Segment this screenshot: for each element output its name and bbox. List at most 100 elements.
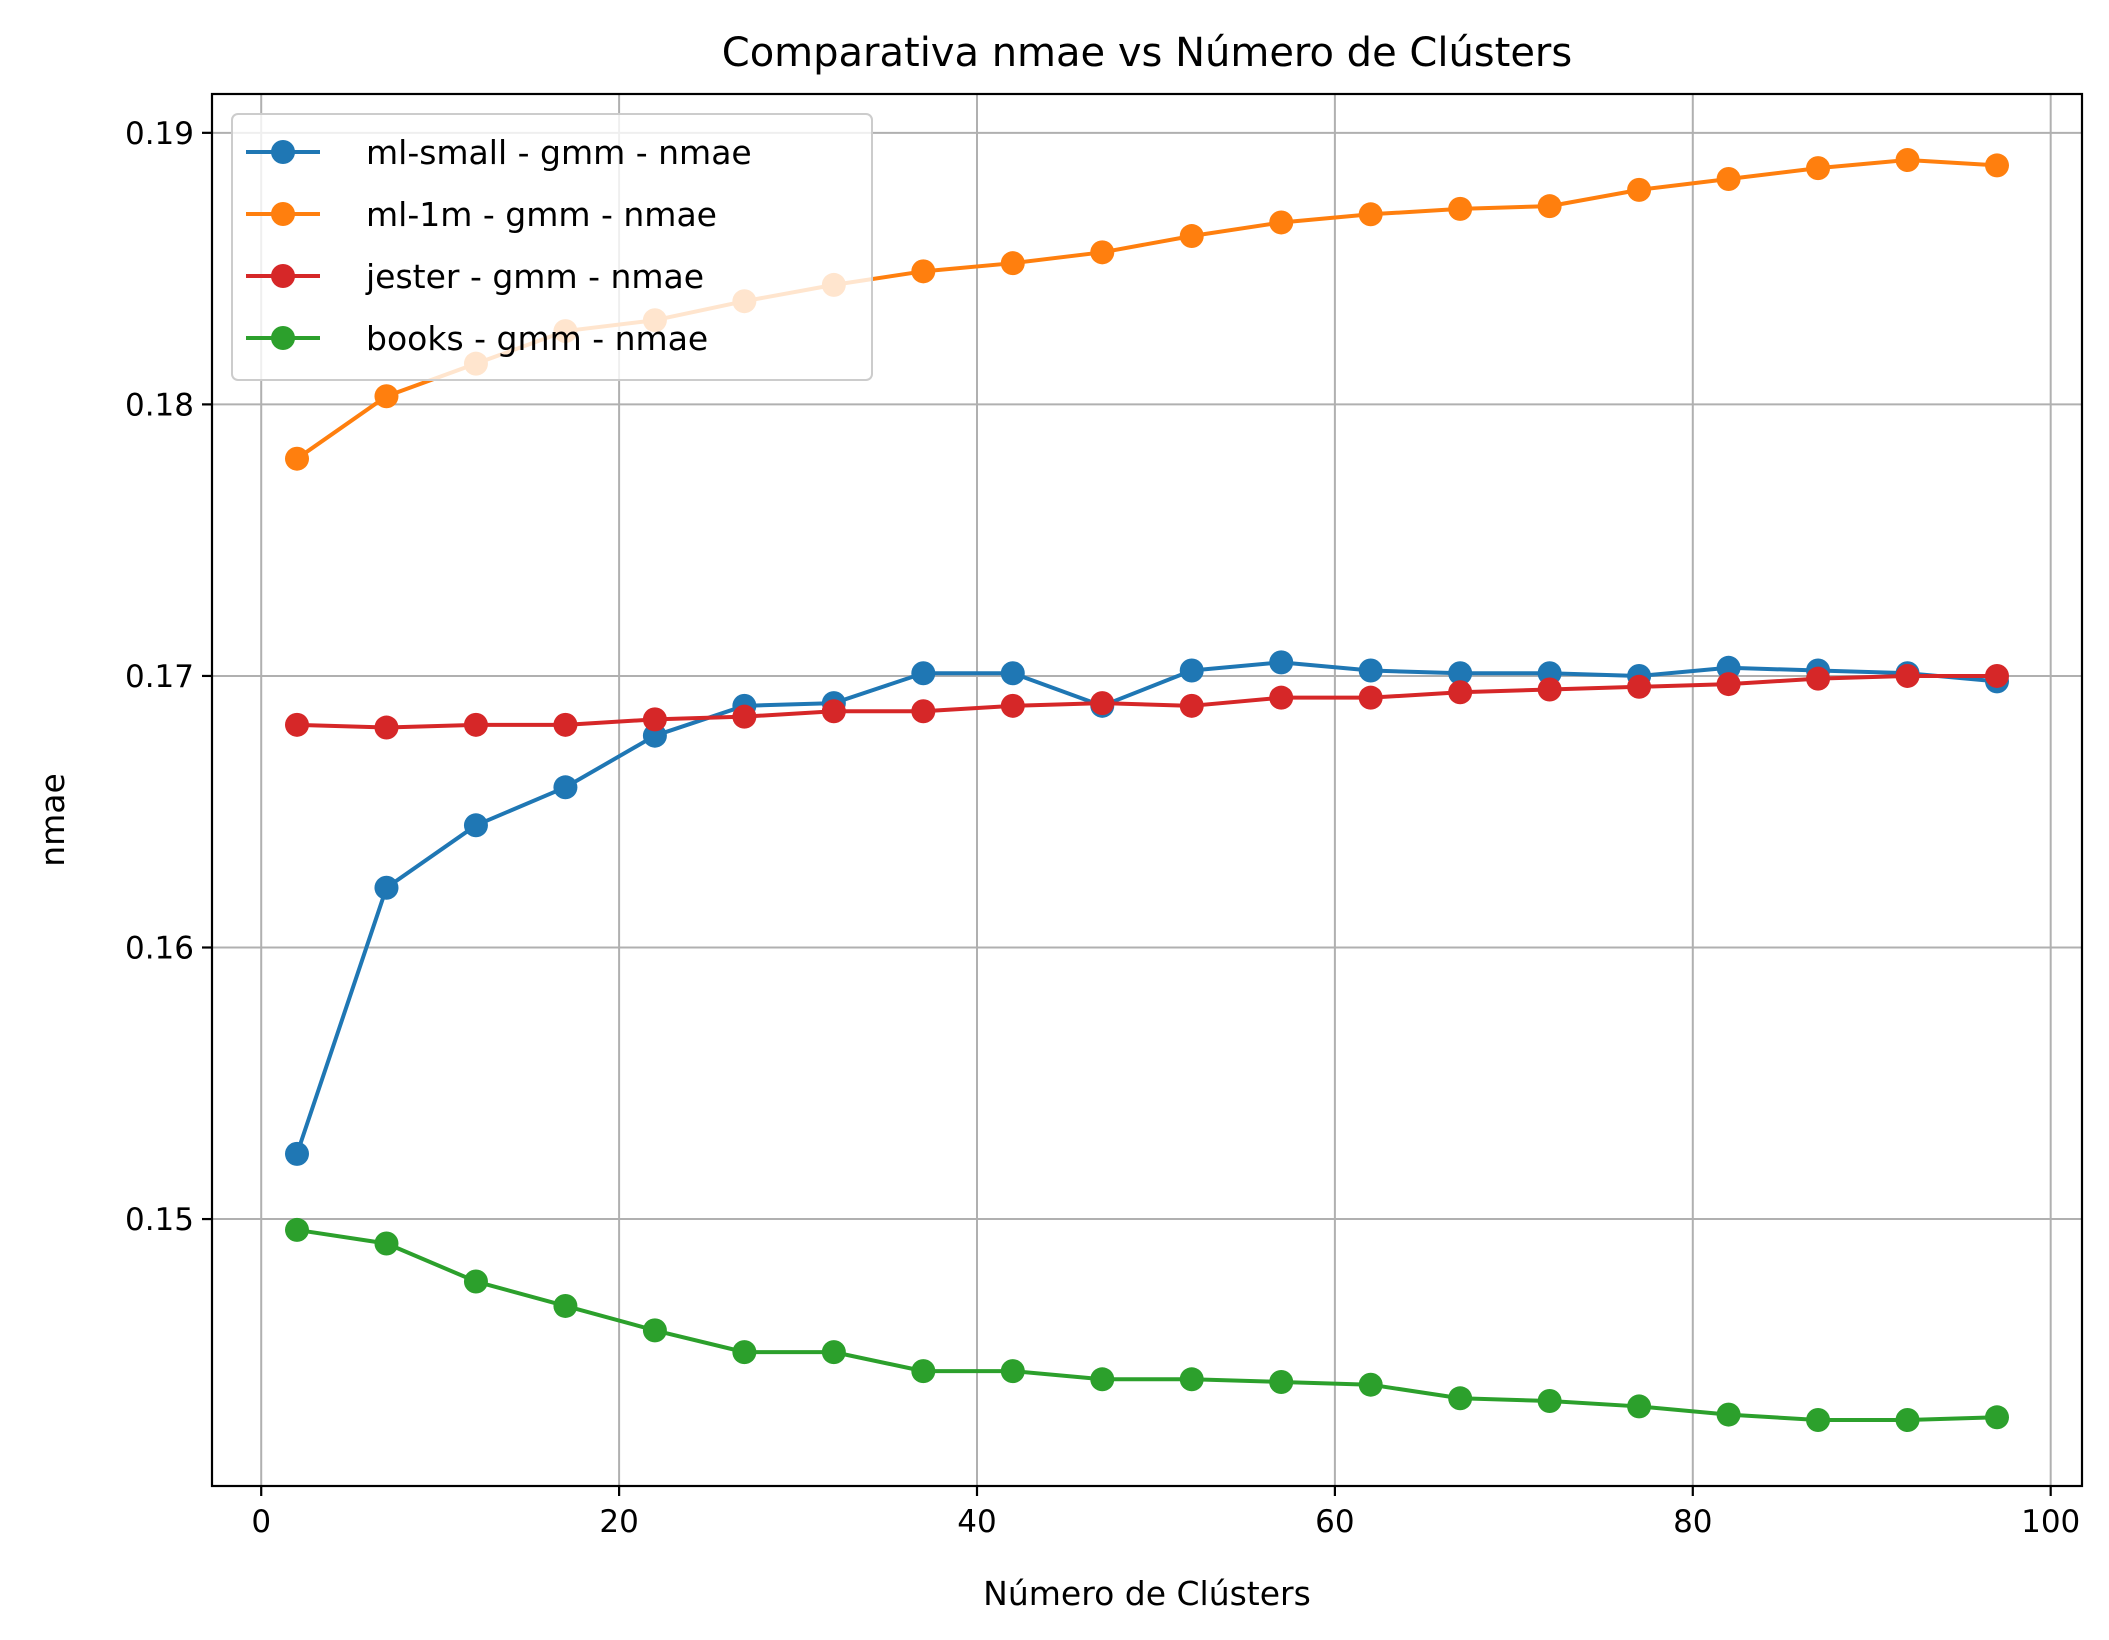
data-point xyxy=(642,1318,667,1343)
y-axis-label: nmae xyxy=(33,773,72,867)
data-point xyxy=(1806,1408,1831,1433)
x-tick-label: 100 xyxy=(2021,1504,2080,1540)
data-point xyxy=(1716,1402,1741,1427)
legend-label: jester - gmm - nmae xyxy=(365,257,704,296)
data-point xyxy=(1179,693,1204,718)
legend-label: books - gmm - nmae xyxy=(366,319,708,358)
data-point xyxy=(1269,650,1294,675)
data-point xyxy=(642,707,667,732)
data-point xyxy=(1627,674,1652,699)
x-tick-label: 40 xyxy=(957,1504,996,1540)
chart-title: Comparativa nmae vs Número de Clústers xyxy=(722,30,1572,76)
legend-box xyxy=(231,113,873,381)
plot-frame xyxy=(210,92,2084,1488)
y-tick-label: 0.16 xyxy=(125,931,194,967)
data-point xyxy=(553,1293,578,1318)
y-tick-label: 0.17 xyxy=(125,659,194,695)
legend-label: ml-1m - gmm - nmae xyxy=(366,195,717,234)
data-point xyxy=(374,875,399,900)
x-tick-label: 20 xyxy=(599,1504,638,1540)
data-point xyxy=(732,704,757,729)
data-point xyxy=(1358,202,1383,227)
data-point xyxy=(1985,1405,2009,1430)
data-point xyxy=(553,775,578,800)
data-point xyxy=(285,712,309,737)
y-tick-label: 0.19 xyxy=(125,116,194,152)
data-point xyxy=(1985,663,2009,688)
legend-marker xyxy=(271,202,295,226)
legend: ml-small - gmm - nmae ml-1m - gmm - nmae j… xyxy=(231,113,873,381)
x-axis-label: Número de Clústers xyxy=(983,1574,1311,1613)
data-point xyxy=(463,712,488,737)
x-tick-label: 80 xyxy=(1673,1504,1712,1540)
data-point xyxy=(1537,677,1562,702)
data-point xyxy=(1448,196,1473,221)
series-line xyxy=(295,660,1998,1155)
data-point xyxy=(1448,680,1473,705)
data-point xyxy=(1448,1386,1473,1411)
y-tick-label: 0.18 xyxy=(125,387,194,423)
grid xyxy=(212,94,2082,1486)
data-point xyxy=(1806,666,1831,691)
data-point xyxy=(1448,661,1473,686)
data-point xyxy=(1000,693,1025,718)
data-point xyxy=(1627,1394,1652,1419)
series-line xyxy=(296,673,1997,730)
data-point xyxy=(1985,153,2009,178)
data-point xyxy=(1000,661,1025,686)
series-3 xyxy=(285,1217,2009,1433)
data-point xyxy=(1179,1367,1204,1392)
data-point xyxy=(1000,1359,1025,1384)
legend-item: ml-small - gmm - nmae xyxy=(246,133,752,172)
data-point xyxy=(553,712,578,737)
data-point xyxy=(374,715,399,740)
data-point xyxy=(1358,685,1383,710)
data-point xyxy=(911,259,936,284)
data-point xyxy=(1716,672,1741,697)
series-line xyxy=(296,1227,1998,1423)
data-point xyxy=(1358,658,1383,683)
data-point xyxy=(1627,177,1652,202)
x-tick-label: 0 xyxy=(251,1504,271,1540)
legend-marker xyxy=(271,264,295,288)
y-axis: 0.15 0.16 0.17 0.18 0.19 xyxy=(125,116,212,1238)
data-point xyxy=(821,1340,846,1365)
data-point xyxy=(463,1269,488,1294)
data-point xyxy=(1090,1367,1115,1392)
data-point xyxy=(463,813,488,838)
data-point xyxy=(1358,1372,1383,1397)
x-axis: 0 20 40 60 80 100 xyxy=(251,1486,2080,1540)
legend-label: ml-small - gmm - nmae xyxy=(366,133,752,172)
data-point xyxy=(1269,1369,1294,1394)
data-point xyxy=(1895,147,1920,172)
data-point xyxy=(1895,1408,1920,1433)
data-point xyxy=(1179,224,1204,249)
data-point xyxy=(1090,240,1115,265)
data-point xyxy=(1537,194,1562,219)
data-point xyxy=(1895,663,1920,688)
legend-marker xyxy=(271,326,295,350)
legend-item: books - gmm - nmae xyxy=(246,319,708,358)
x-tick-label: 60 xyxy=(1315,1504,1354,1540)
data-point xyxy=(374,1231,399,1256)
data-point xyxy=(285,446,309,471)
data-point xyxy=(732,1340,757,1365)
data-point xyxy=(1090,691,1115,716)
data-point xyxy=(1537,1389,1562,1414)
data-point xyxy=(1000,251,1025,276)
data-point xyxy=(911,661,936,686)
legend-item: jester - gmm - nmae xyxy=(246,257,704,296)
legend-marker xyxy=(271,140,295,164)
data-point xyxy=(1716,166,1741,191)
y-tick-label: 0.15 xyxy=(125,1202,194,1238)
data-point xyxy=(285,1141,309,1166)
legend-item: ml-1m - gmm - nmae xyxy=(246,195,717,234)
data-point xyxy=(821,699,846,724)
data-point xyxy=(1179,658,1204,683)
data-point xyxy=(911,699,936,724)
data-point xyxy=(374,384,399,409)
data-point xyxy=(1806,156,1831,181)
data-point xyxy=(911,1359,936,1384)
data-point xyxy=(285,1217,309,1242)
